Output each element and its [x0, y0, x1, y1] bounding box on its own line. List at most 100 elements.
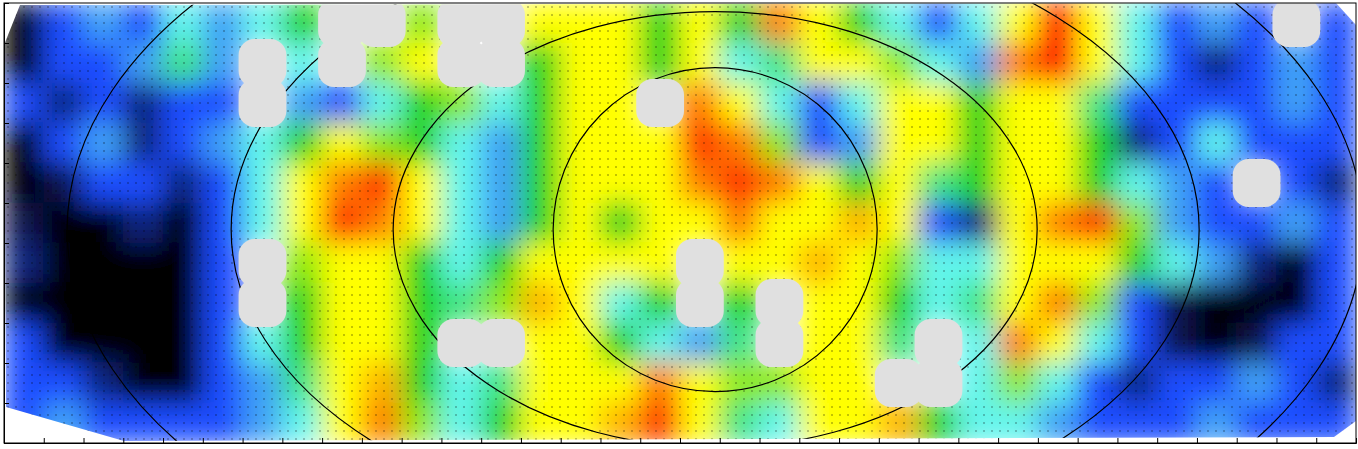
y-tick: [4, 83, 9, 84]
heatmap-cell: [202, 363, 243, 404]
heatmap-cell: [1196, 203, 1237, 244]
heatmap-cell: [799, 163, 840, 204]
heatmap-cell: [680, 403, 721, 444]
y-tick-mark: [4, 3, 9, 4]
heatmap-cell: [640, 203, 681, 244]
x-tick-mark: [84, 438, 85, 443]
heatmap-cell: [163, 203, 204, 244]
heatmap-cell: [719, 123, 760, 164]
y-tick: [4, 283, 9, 284]
heatmap-cell: [1157, 83, 1198, 124]
heatmap-cell: [600, 283, 641, 324]
y-tick: [4, 403, 9, 404]
heatmap-cell: [123, 203, 164, 244]
x-tick-mark: [282, 438, 283, 443]
x-tick: [84, 438, 85, 443]
heatmap-cell: [839, 123, 880, 164]
heatmap-cell: [361, 283, 402, 324]
heatmap-cell: [799, 323, 840, 364]
heatmap-cell: [680, 83, 721, 124]
heatmap-cells: [4, 3, 1356, 443]
heatmap-cell: [1077, 83, 1118, 124]
heatmap-cell: [322, 323, 363, 364]
heatmap-cell: [560, 83, 601, 124]
heatmap-cell: [1077, 163, 1118, 204]
heatmap-cell: [998, 363, 1039, 404]
x-tick: [839, 438, 840, 443]
heatmap-cell: [1157, 43, 1198, 84]
y-tick: [4, 363, 9, 364]
heatmap-cell: [640, 243, 681, 284]
heatmap-cell: [1157, 163, 1198, 204]
plot: [4, 0, 1358, 449]
heatmap-cell: [361, 203, 402, 244]
heatmap-cell: [202, 323, 243, 364]
heatmap-cell: [520, 43, 561, 84]
heatmap-cell: [1157, 123, 1198, 164]
heatmap-cell: [998, 243, 1039, 284]
heatmap-cell: [83, 203, 124, 244]
heatmap-cell: [322, 243, 363, 284]
heatmap-cell: [759, 403, 800, 444]
x-tick: [1316, 438, 1317, 443]
heatmap-cell: [4, 43, 44, 84]
heatmap-cell: [401, 243, 442, 284]
x-tick: [282, 438, 283, 443]
x-tick: [1038, 438, 1039, 443]
x-tick-mark: [44, 438, 45, 443]
heatmap-cell: [1077, 283, 1118, 324]
heatmap-cell: [560, 283, 601, 324]
heatmap-cell: [600, 403, 641, 444]
y-axis: [4, 4, 9, 444]
heatmap-cell: [282, 363, 323, 404]
x-tick-mark: [441, 438, 442, 443]
heatmap-cell: [839, 363, 880, 404]
y-tick-mark: [4, 123, 9, 124]
y-tick: [4, 443, 9, 444]
x-tick-mark: [402, 438, 403, 443]
heatmap-cell: [1316, 163, 1356, 204]
heatmap-cell: [4, 123, 44, 164]
heatmap-cell: [1316, 43, 1356, 84]
heatmap-cell: [799, 83, 840, 124]
x-tick: [1276, 438, 1277, 443]
x-tick-mark: [839, 438, 840, 443]
heatmap-cell: [202, 403, 243, 444]
heatmap-cell: [839, 3, 880, 44]
heatmap-cell: [918, 3, 959, 44]
heatmap-cell: [759, 83, 800, 124]
heatmap-cell: [481, 123, 522, 164]
heatmap-cell: [640, 3, 681, 44]
heatmap-cell: [1236, 43, 1277, 84]
x-tick: [998, 438, 999, 443]
heatmap-cell: [1037, 243, 1078, 284]
x-axis-line: [5, 438, 1357, 444]
plot-frame: [4, 3, 1356, 443]
y-tick: [4, 163, 9, 164]
heatmap-cell: [322, 403, 363, 444]
y-tick: [4, 123, 9, 124]
heatmap-cell: [759, 123, 800, 164]
heatmap-cell: [1117, 123, 1158, 164]
x-tick-mark: [958, 438, 959, 443]
heatmap-cell: [361, 363, 402, 404]
heatmap-cell: [1316, 3, 1356, 44]
heatmap-cell: [520, 83, 561, 124]
heatmap-cell: [878, 83, 919, 124]
heatmap-cell: [441, 403, 482, 444]
heatmap-cell: [520, 363, 561, 404]
heatmap-cell: [322, 203, 363, 244]
heatmap-cell: [1157, 363, 1198, 404]
x-tick-mark: [1157, 438, 1158, 443]
heatmap-cell: [401, 3, 442, 44]
heatmap-cell: [123, 363, 164, 404]
x-tick: [521, 438, 522, 443]
heatmap-cell: [441, 163, 482, 204]
heatmap-cell: [799, 283, 840, 324]
heatmap-cell: [441, 83, 482, 124]
heatmap-cell: [83, 283, 124, 324]
heatmap-cell: [401, 363, 442, 404]
heatmap-cell: [83, 83, 124, 124]
heatmap-cell: [918, 403, 959, 444]
x-tick-mark: [1237, 438, 1238, 443]
